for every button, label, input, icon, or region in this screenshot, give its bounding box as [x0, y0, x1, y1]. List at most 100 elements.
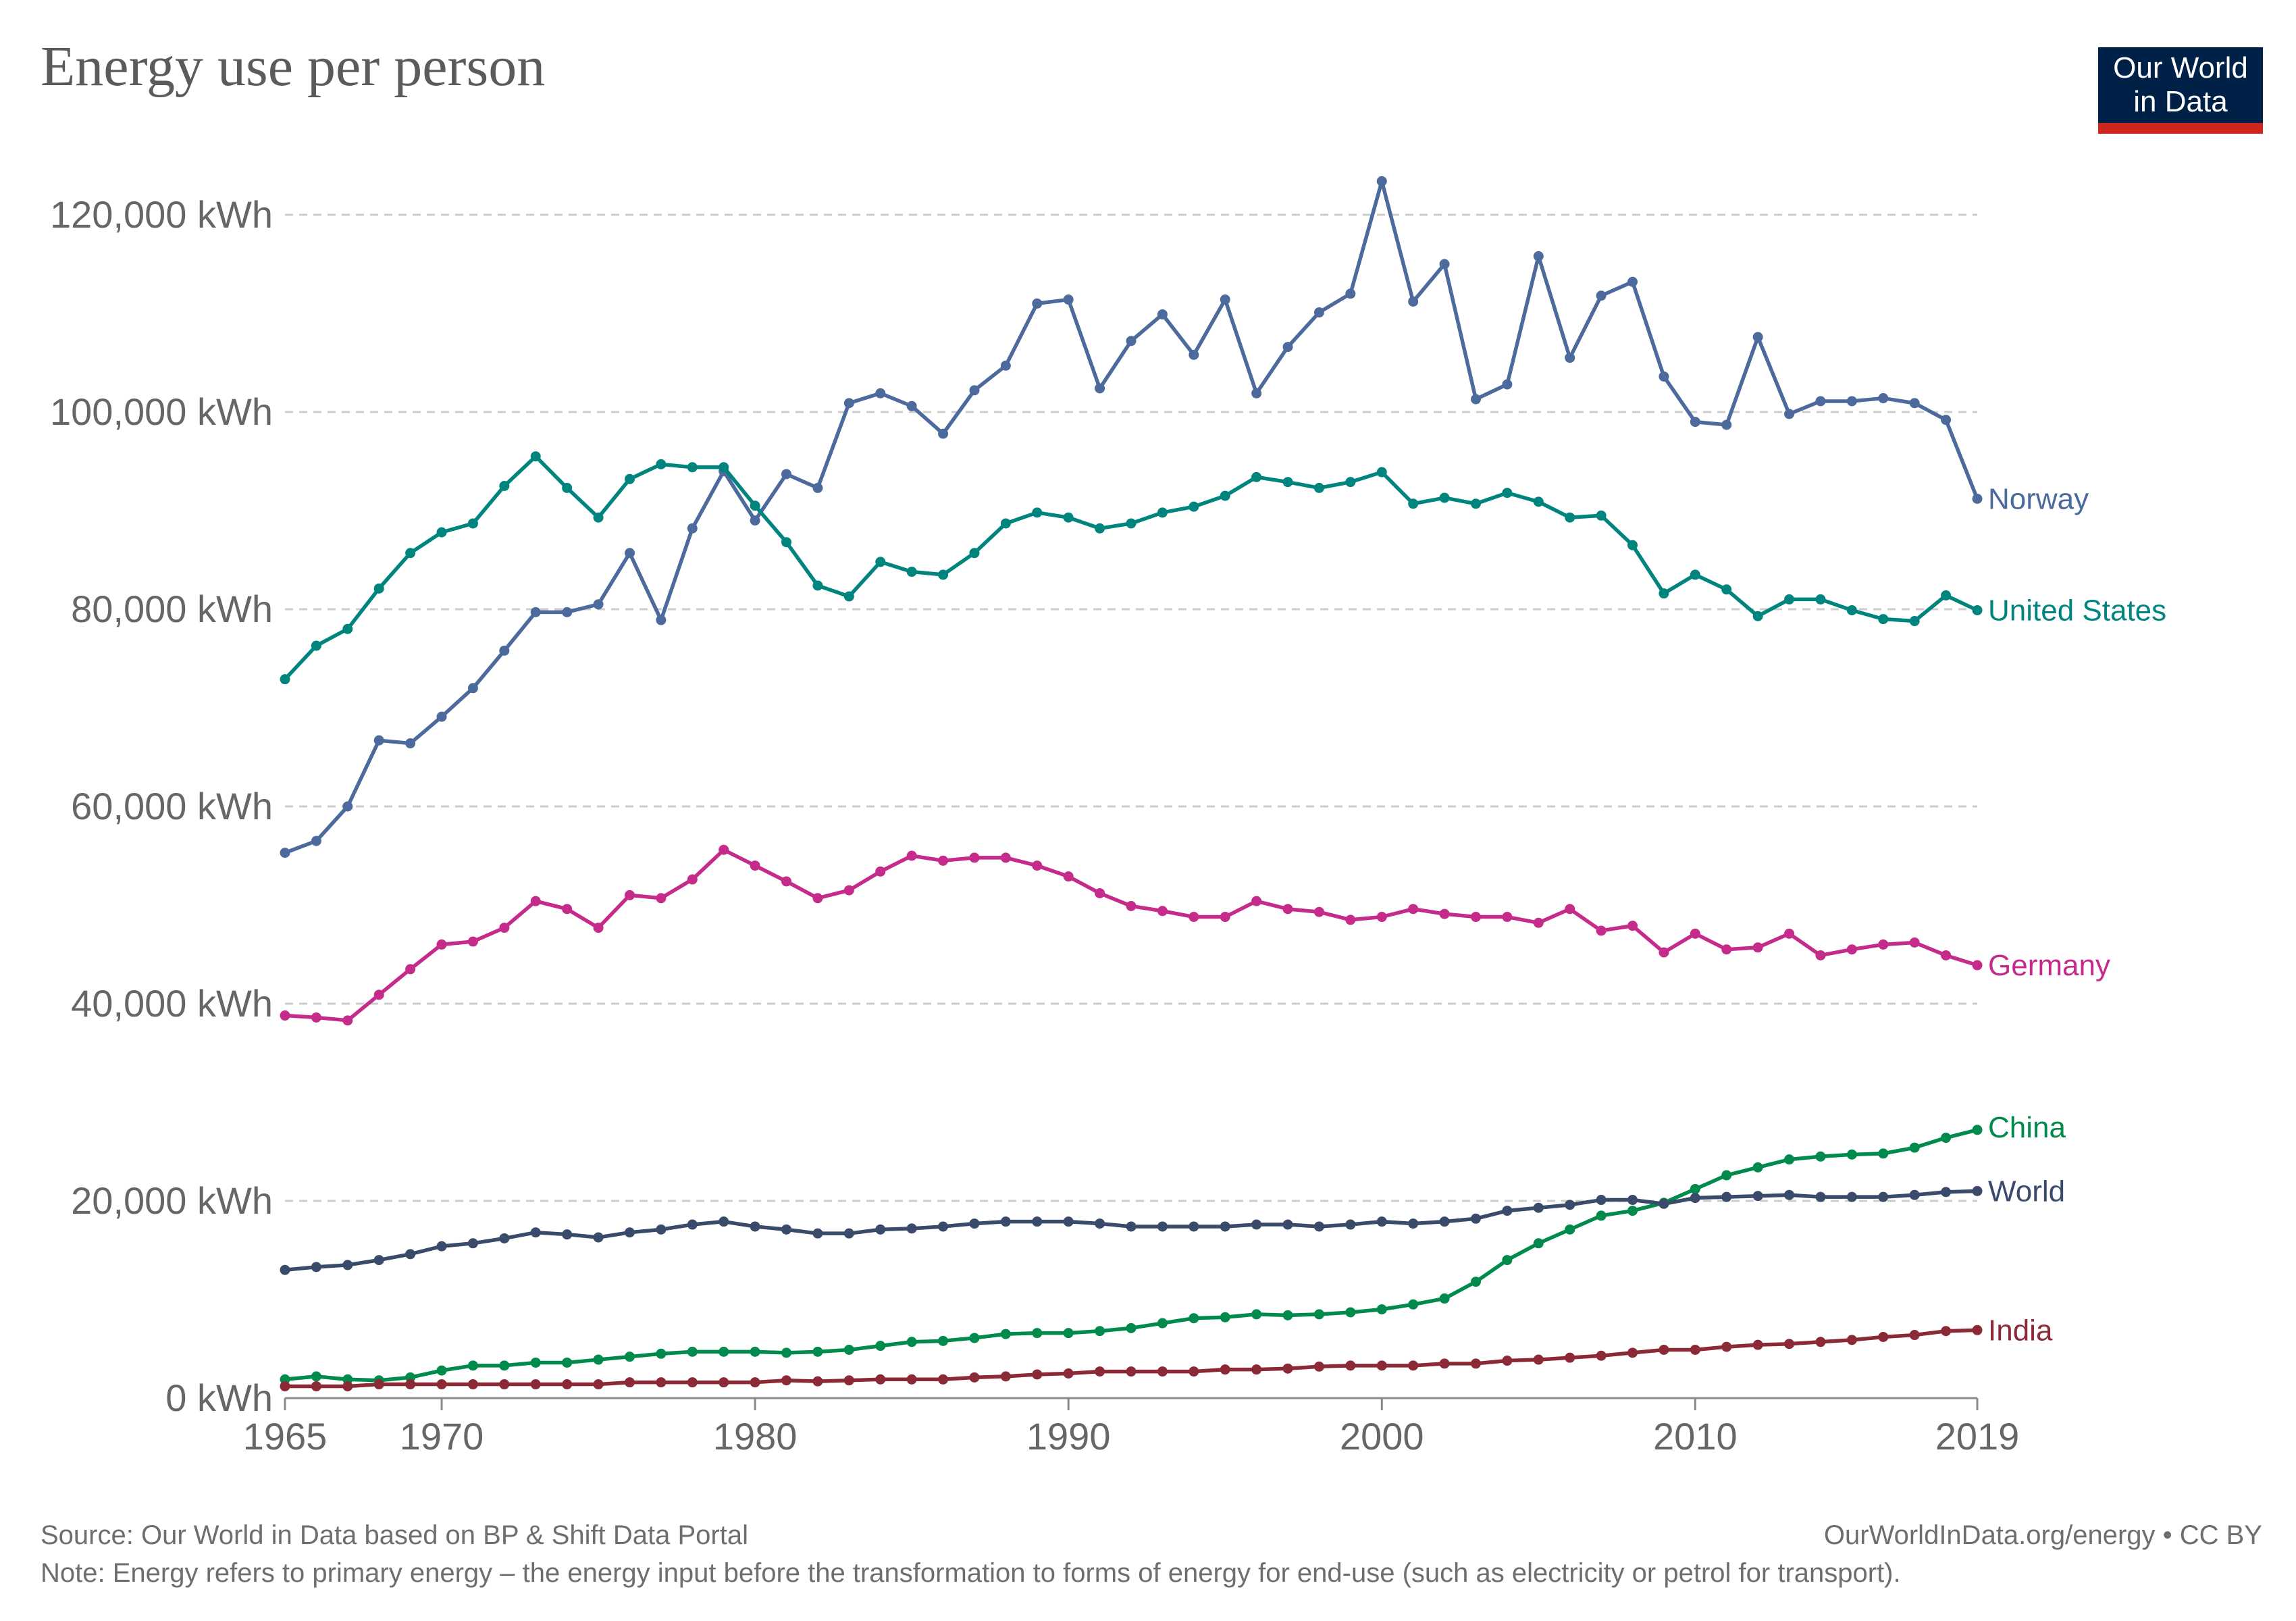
- data-point-india: [656, 1377, 667, 1388]
- data-point-india: [311, 1381, 321, 1391]
- data-point-india: [1909, 1330, 1920, 1341]
- data-point-world: [1846, 1191, 1857, 1202]
- data-point-india: [1282, 1363, 1293, 1374]
- data-point-world: [405, 1249, 416, 1260]
- data-point-united-states: [1596, 510, 1607, 521]
- data-point-india: [1000, 1371, 1011, 1382]
- data-point-china: [1032, 1328, 1043, 1339]
- data-point-germany: [1126, 900, 1137, 911]
- data-point-india: [1690, 1344, 1700, 1355]
- series-label-world: World: [1988, 1175, 2065, 1208]
- data-point-india: [1470, 1358, 1481, 1369]
- data-point-norway: [1251, 388, 1262, 398]
- data-point-germany: [1439, 908, 1450, 919]
- attribution-link[interactable]: OurWorldInData.org/energy • CC BY: [1823, 1520, 2262, 1550]
- x-tick-label: 2000: [1340, 1415, 1424, 1458]
- data-point-china: [1878, 1148, 1889, 1159]
- y-tick-label: 100,000 kWh: [50, 390, 273, 433]
- data-point-india: [812, 1376, 823, 1387]
- data-point-china: [1533, 1238, 1544, 1249]
- note-text: Note: Energy refers to primary energy – …: [41, 1558, 1901, 1588]
- data-point-india: [1972, 1324, 1983, 1335]
- data-point-united-states: [1095, 523, 1105, 534]
- data-point-india: [499, 1379, 510, 1390]
- data-point-germany: [1690, 928, 1700, 939]
- data-point-world: [1063, 1216, 1074, 1227]
- data-point-world: [1000, 1216, 1011, 1227]
- data-point-norway: [1721, 419, 1732, 430]
- series-labels: Norway United States Germany China World Indi…: [1988, 482, 2166, 1347]
- logo-line-2: in Data: [2133, 85, 2228, 118]
- data-point-united-states: [906, 567, 917, 577]
- data-point-china: [1627, 1206, 1638, 1216]
- data-point-united-states: [1000, 518, 1011, 529]
- data-point-norway: [1063, 294, 1074, 305]
- data-point-united-states: [1565, 512, 1575, 523]
- data-point-germany: [1376, 912, 1387, 923]
- data-point-world: [1189, 1221, 1199, 1232]
- data-point-china: [1846, 1149, 1857, 1160]
- data-point-world: [750, 1221, 760, 1232]
- data-point-china: [499, 1360, 510, 1371]
- data-point-norway: [812, 482, 823, 493]
- data-point-united-states: [373, 583, 384, 594]
- data-point-india: [1846, 1335, 1857, 1345]
- data-point-china: [1095, 1326, 1105, 1337]
- data-point-norway: [938, 428, 949, 439]
- data-point-united-states: [1659, 588, 1669, 599]
- data-point-world: [624, 1227, 635, 1238]
- data-point-united-states: [1846, 604, 1857, 615]
- data-point-india: [1941, 1326, 1952, 1337]
- data-point-world: [342, 1260, 353, 1270]
- data-point-germany: [1032, 860, 1043, 871]
- data-point-united-states: [1376, 467, 1387, 478]
- data-point-united-states: [1502, 488, 1513, 498]
- data-point-world: [1815, 1191, 1826, 1202]
- data-point-norway: [656, 615, 667, 625]
- data-point-china: [1815, 1151, 1826, 1162]
- data-point-india: [1063, 1368, 1074, 1379]
- series-world: [280, 1185, 1983, 1275]
- data-point-germany: [1251, 896, 1262, 906]
- data-point-world: [812, 1228, 823, 1239]
- footer: Source: Our World in Data based on BP & …: [41, 1516, 2262, 1592]
- data-point-united-states: [280, 674, 290, 685]
- data-point-norway: [1189, 349, 1199, 360]
- data-point-united-states: [719, 462, 729, 473]
- data-point-norway: [1909, 398, 1920, 409]
- data-point-world: [781, 1224, 792, 1235]
- series-norway: [280, 176, 1983, 858]
- data-point-world: [280, 1264, 290, 1275]
- data-point-india: [593, 1379, 604, 1390]
- series-layer: [280, 176, 1983, 1391]
- data-point-germany: [1721, 944, 1732, 955]
- data-point-china: [1157, 1318, 1168, 1329]
- data-point-india: [1376, 1360, 1387, 1371]
- data-point-india: [1095, 1366, 1105, 1377]
- data-point-china: [843, 1344, 854, 1355]
- data-point-india: [1752, 1339, 1763, 1350]
- series-label-germany: Germany: [1988, 949, 2110, 982]
- data-point-india: [843, 1375, 854, 1386]
- data-point-united-states: [1251, 471, 1262, 482]
- data-point-germany: [1502, 912, 1513, 923]
- data-point-germany: [1659, 947, 1669, 958]
- data-point-india: [467, 1379, 478, 1390]
- data-point-india: [1784, 1339, 1795, 1349]
- data-point-norway: [436, 711, 447, 722]
- data-point-china: [1439, 1293, 1450, 1304]
- data-point-germany: [1784, 928, 1795, 939]
- data-point-germany: [280, 1010, 290, 1021]
- data-point-germany: [938, 855, 949, 866]
- data-point-china: [969, 1333, 980, 1343]
- data-point-united-states: [342, 623, 353, 634]
- data-point-norway: [1157, 309, 1168, 319]
- data-point-united-states: [656, 459, 667, 469]
- data-point-germany: [1470, 912, 1481, 923]
- data-point-germany: [1846, 944, 1857, 955]
- owid-logo[interactable]: Our World in Data: [2098, 47, 2263, 134]
- data-point-norway: [1690, 417, 1700, 428]
- data-point-norway: [1032, 298, 1043, 309]
- data-point-united-states: [1721, 584, 1732, 595]
- data-point-world: [1596, 1195, 1607, 1206]
